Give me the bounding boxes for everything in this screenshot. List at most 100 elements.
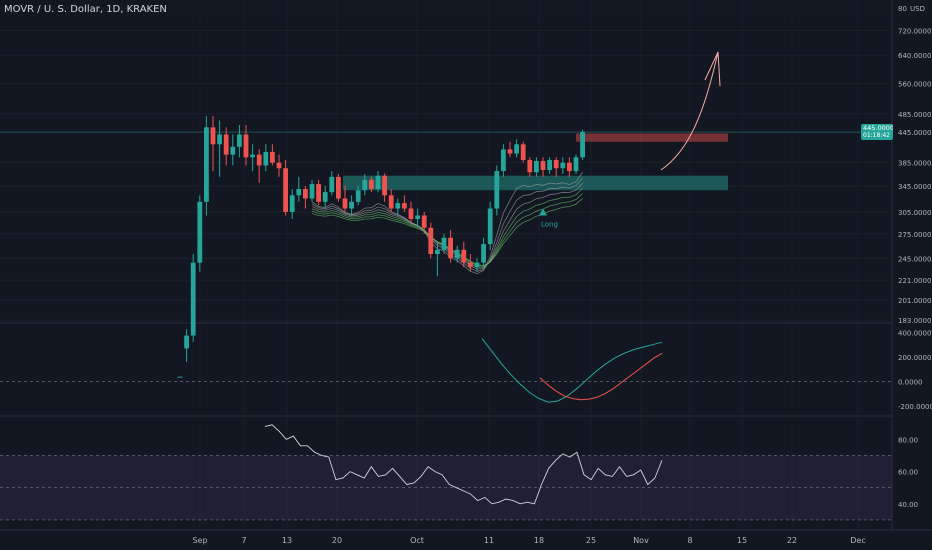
candle-body xyxy=(382,175,387,196)
candle-body xyxy=(468,262,473,268)
candle-body xyxy=(210,127,216,145)
candle-body xyxy=(316,184,321,202)
candle-body xyxy=(547,159,552,170)
candle-body xyxy=(520,144,526,160)
ema-line xyxy=(311,188,583,268)
candle-body xyxy=(421,215,427,228)
candle-body xyxy=(448,237,453,259)
rsi-tick-label: 40.00 xyxy=(898,501,918,509)
price-tick-label: 485.0000 xyxy=(898,111,931,119)
time-tick-label: 8 xyxy=(687,536,692,545)
projection-arrow xyxy=(660,51,721,171)
currency-label: USD xyxy=(910,5,925,13)
projection-curve xyxy=(660,51,719,171)
candle-body xyxy=(514,144,519,154)
candle-body xyxy=(408,208,414,220)
macd-pane: 400.0000 200.0000 0.0000 -200.0000 xyxy=(0,329,932,411)
candle-body xyxy=(276,162,282,169)
candle-body xyxy=(243,134,249,158)
candle-body xyxy=(560,162,566,169)
candle-body xyxy=(441,237,447,250)
long-label: Long xyxy=(541,220,558,228)
time-tick-label: 15 xyxy=(737,536,747,545)
symbol-header[interactable]: MOVR / U. S. Dollar, 1D, KRAKEN xyxy=(4,4,167,15)
candle-body xyxy=(230,146,236,155)
candle-body xyxy=(388,195,394,209)
support-zone xyxy=(343,175,728,191)
candle-body xyxy=(540,161,546,170)
price-tick-label: 445.0000 xyxy=(898,129,931,137)
candle-body xyxy=(428,227,434,255)
candle-body xyxy=(197,201,203,263)
long-marker-icon xyxy=(539,208,547,216)
symbol-title: MOVR / U. S. Dollar, 1D, KRAKEN xyxy=(4,4,167,15)
ema-line xyxy=(311,182,583,270)
candle-body xyxy=(177,376,183,378)
candle-body xyxy=(534,161,539,173)
candle-body xyxy=(184,335,189,349)
candle-body xyxy=(461,249,467,263)
price-tick-label: 640.0000 xyxy=(898,52,931,60)
ema-line xyxy=(311,198,583,267)
macd-line xyxy=(539,352,663,401)
axes: 80 720.0000 640.0000 560.0000 485.0000 445.00… xyxy=(192,5,931,545)
price-tick-label: 275.0000 xyxy=(898,231,931,239)
candle-body xyxy=(527,159,533,173)
zones xyxy=(343,133,728,191)
candle-body xyxy=(507,149,513,154)
grid-lines xyxy=(0,0,932,531)
candle-body xyxy=(553,159,559,169)
ema-line xyxy=(311,177,583,272)
candle-body xyxy=(190,262,196,336)
candle-body xyxy=(263,151,269,166)
candle-body xyxy=(474,262,480,268)
candle-body xyxy=(217,134,222,145)
candle-body xyxy=(223,134,229,155)
time-tick-label: 7 xyxy=(241,536,246,545)
time-tick-label: Sep xyxy=(192,536,207,545)
time-tick-label: 22 xyxy=(787,536,797,545)
candle-body xyxy=(454,249,460,259)
candle-body xyxy=(322,192,328,202)
candle-body xyxy=(395,203,401,209)
candle-body xyxy=(375,175,381,189)
last-price-tag: 445.0000 01:18:42 xyxy=(861,124,893,140)
candle-body xyxy=(256,154,262,166)
price-tick-label: 560.0000 xyxy=(898,80,931,88)
candle-body xyxy=(250,154,255,158)
rsi-tick-label: 60.00 xyxy=(898,469,918,477)
time-tick-label: Dec xyxy=(850,536,865,545)
candle-body xyxy=(289,195,295,212)
candle-body xyxy=(283,168,288,212)
candle-body xyxy=(415,215,420,220)
candle-body xyxy=(481,244,486,263)
candle-body xyxy=(270,151,275,163)
candle-body xyxy=(494,171,500,209)
price-tick-label: 80 xyxy=(898,5,907,13)
candle-body xyxy=(329,176,335,193)
time-tick-label: 20 xyxy=(332,536,342,545)
bar-countdown: 01:18:42 xyxy=(863,132,890,139)
price-tick-label: 305.0000 xyxy=(898,209,931,217)
price-tick-label: 201.0000 xyxy=(898,297,931,305)
last-price-value: 445.0000 xyxy=(863,124,893,132)
price-tick-label: 245.0000 xyxy=(898,255,931,263)
macd-tick-label: 200.0000 xyxy=(898,354,931,362)
rsi-tick-label: 80.00 xyxy=(898,436,918,444)
candle-body xyxy=(296,188,302,196)
price-tick-label: 221.0000 xyxy=(898,277,931,285)
candle-body xyxy=(487,208,493,245)
candle-body xyxy=(349,201,354,209)
ema-line xyxy=(311,171,583,275)
price-tick-label: 720.0000 xyxy=(898,27,931,35)
rsi-pane: 80.00 60.00 40.00 xyxy=(0,424,918,521)
time-tick-label: 11 xyxy=(484,536,494,545)
arrow-head-icon xyxy=(704,51,721,87)
ema-ribbon xyxy=(311,171,583,275)
candle-body xyxy=(303,188,308,199)
candle-body xyxy=(355,190,361,202)
candles: Long xyxy=(177,116,585,378)
candle-body xyxy=(369,179,374,189)
